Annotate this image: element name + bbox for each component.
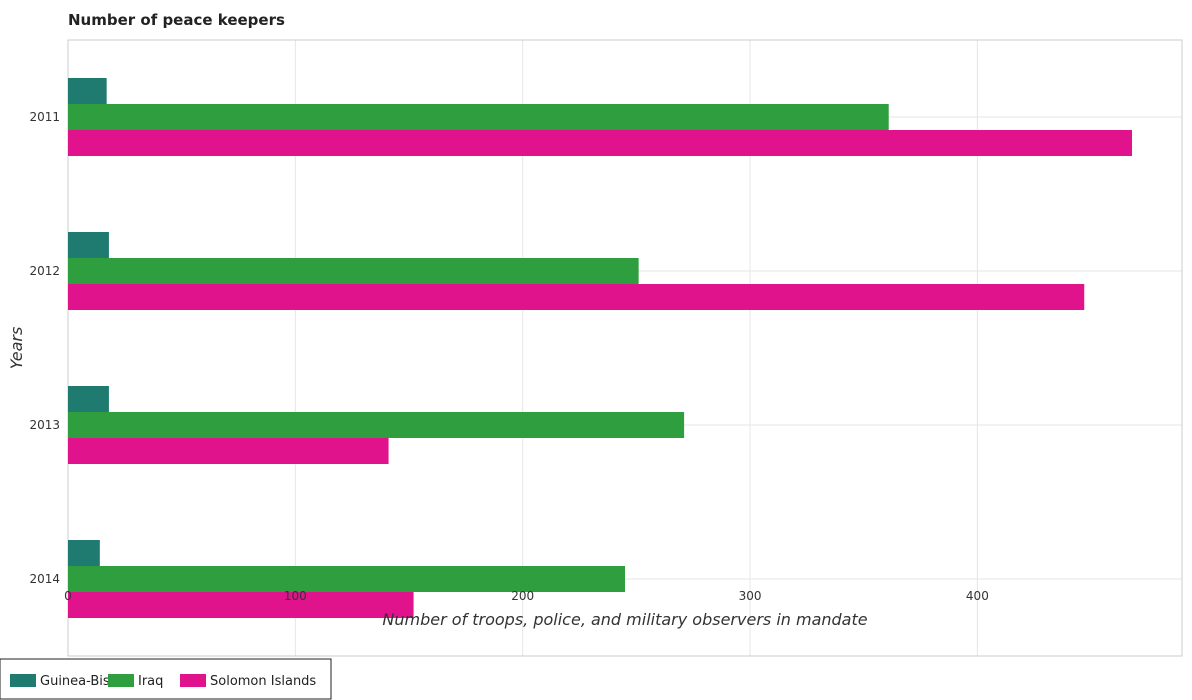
y-axis-title: Years [7, 327, 26, 370]
bar-iraq-2014 [68, 566, 625, 592]
bar-guinea-bissau-2013 [68, 386, 109, 412]
bar-iraq-2011 [68, 104, 889, 130]
x-tick-labels: 0 100 200 300 400 [64, 589, 989, 603]
legend-swatch [108, 674, 134, 687]
x-axis-title: Number of troops, police, and military o… [382, 610, 867, 629]
bar-guinea-bissau-2014 [68, 540, 100, 566]
x-tick-label: 400 [966, 589, 989, 603]
y-tick-label: 2013 [29, 418, 60, 432]
bar-solomon-islands-2014 [68, 592, 414, 618]
y-tick-labels: 2011 2012 2013 2014 [29, 110, 60, 586]
legend-swatch [180, 674, 206, 687]
plot-frame [67, 39, 1183, 657]
legend-label: Iraq [138, 674, 163, 689]
chart-title: Number of peace keepers [68, 11, 285, 29]
x-tick-label: 0 [64, 589, 72, 603]
bar-guinea-bissau-2011 [68, 78, 107, 104]
x-tick-label: 200 [511, 589, 534, 603]
y-tick-label: 2011 [29, 110, 60, 124]
x-tick-label: 300 [739, 589, 762, 603]
bar-solomon-islands-2011 [68, 130, 1132, 156]
x-tick-label: 100 [284, 589, 307, 603]
bar-guinea-bissau-2012 [68, 232, 109, 258]
bar-solomon-islands-2012 [68, 284, 1085, 310]
bar-iraq-2013 [68, 412, 685, 438]
bar-iraq-2012 [68, 258, 639, 284]
bars [68, 78, 1132, 618]
legend: Guinea-Bissau Iraq Solomon Islands [0, 658, 332, 700]
legend-label: Solomon Islands [210, 674, 316, 689]
y-tick-label: 2012 [29, 264, 60, 278]
legend-box [0, 658, 332, 700]
legend-swatch [10, 674, 36, 687]
y-tick-label: 2014 [29, 572, 60, 586]
bar-solomon-islands-2013 [68, 438, 389, 464]
